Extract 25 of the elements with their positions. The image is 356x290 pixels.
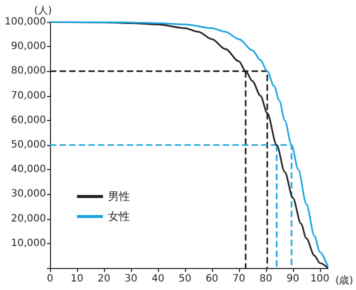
y-axis-title: (人)	[34, 6, 52, 16]
x-tick-label: 50	[178, 274, 192, 284]
x-tick-label: 30	[124, 274, 138, 284]
y-tick-label: 50,000	[11, 140, 46, 150]
x-tick-label: 90	[286, 274, 300, 284]
x-axis-title: (歳)	[335, 274, 354, 286]
legend-label: 女性	[108, 210, 130, 223]
y-tick-label: 80,000	[11, 66, 46, 77]
x-tick-label: 20	[98, 274, 110, 284]
y-tick-label: 70,000	[11, 90, 46, 102]
x-tick-label: 100	[310, 274, 330, 284]
y-tick-label: 10,000	[11, 238, 46, 249]
x-tick-label: 60	[206, 274, 218, 284]
legend-label: 男性	[108, 190, 130, 203]
x-tick-label: 10	[70, 274, 84, 284]
x-tick-label: 40	[152, 274, 164, 284]
y-tick-label: 20,000	[11, 213, 46, 224]
y-tick-label: 60,000	[11, 114, 46, 126]
y-tick-label: 30,000	[11, 188, 46, 200]
y-tick-label: 100,000	[4, 16, 46, 28]
x-tick-label: 0	[46, 274, 54, 284]
y-tick-label: 40,000	[11, 164, 46, 176]
x-tick-label: 80	[260, 274, 272, 284]
x-tick-label: 70	[232, 274, 246, 284]
y-tick-label: 90,000	[11, 41, 46, 52]
